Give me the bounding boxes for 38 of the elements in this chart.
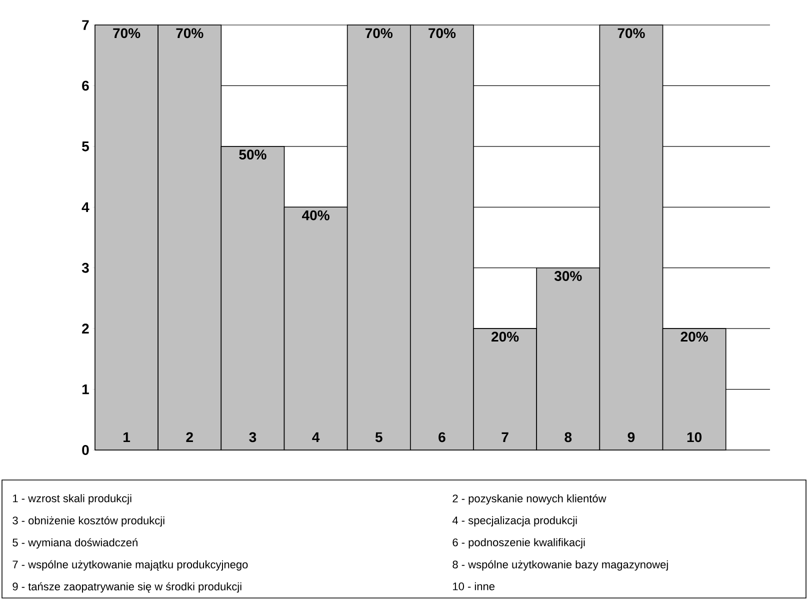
x-tick-label: 7 — [502, 432, 508, 442]
annotation: 30% — [554, 271, 582, 281]
x-tick-label: 10 — [687, 432, 702, 442]
y-tick-label: 3 — [82, 262, 89, 273]
text: 6 - podnoszenie kwalifikacji — [452, 538, 585, 548]
x-tick-label: 9 — [628, 432, 635, 442]
y-tick-label: 2 — [82, 324, 89, 334]
annotation: 70% — [618, 28, 645, 38]
annotation: 70% — [176, 28, 204, 38]
x-tick-label: 1 — [124, 432, 130, 442]
text: 8 - wspólne użytkowanie bazy magazynowej — [452, 560, 668, 571]
annotation: 40% — [302, 210, 330, 220]
annotation: 70% — [365, 28, 393, 38]
x-tick-label: 6 — [438, 432, 446, 442]
annotation: 50% — [239, 150, 266, 160]
text: 5 - wymiana doświadczeń — [12, 538, 138, 549]
text: 10 - inne — [453, 582, 495, 590]
annotation: 20% — [680, 332, 708, 342]
x-tick-label: 5 — [375, 432, 382, 442]
text: 4 - specjalizacja produkcji — [452, 516, 577, 526]
y-tick-label: 0 — [82, 445, 89, 455]
text: 3 - obniżenie kosztów produkcji — [12, 516, 164, 527]
text: 7 - wspólne użytkowanie majątku produkcyjnego — [12, 560, 248, 571]
text: 2 - pozyskanie nowych klientów — [452, 494, 606, 505]
x-tick-label: 4 — [312, 432, 320, 442]
annotation: 20% — [492, 332, 519, 342]
y-tick-label: 1 — [82, 384, 89, 394]
y-tick-label: 6 — [82, 80, 89, 91]
text: 9 - tańsze zaopatrywanie się w środki produkcji — [12, 582, 242, 593]
y-tick-label: 5 — [82, 142, 89, 152]
y-tick-label: 7 — [82, 20, 89, 30]
text: 1 - wzrost skali produkcji — [13, 494, 132, 504]
y-tick-label: 4 — [82, 202, 90, 212]
annotation: 70% — [428, 28, 456, 38]
annotation: 70% — [113, 28, 140, 38]
x-tick-label: 8 — [564, 432, 572, 442]
x-tick-label: 2 — [186, 432, 193, 442]
x-tick-label: 3 — [249, 432, 256, 442]
